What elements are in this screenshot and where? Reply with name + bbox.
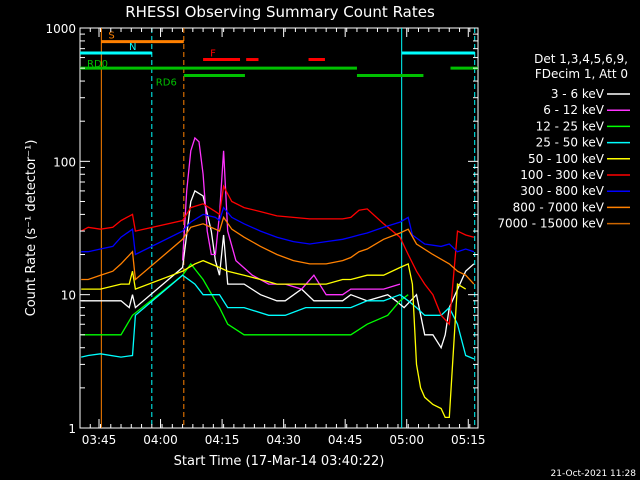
- legend-header-line-2: FDecim 1, Att 0: [535, 67, 628, 81]
- x-tick-label-04-00: 04:00: [143, 433, 178, 447]
- flag-label-n: N: [129, 42, 136, 53]
- series-line-800-7000-kev: [81, 215, 475, 285]
- axis-ticks: 1 10 100 1000 03:45 04:00 04:15 04:30 04:45 05:00…: [45, 22, 485, 447]
- series-line-12-25-kev: [81, 262, 409, 336]
- series-line-6-12-kev: [181, 136, 401, 296]
- vertical-markers: [100, 28, 476, 428]
- plot-area-frame: [79, 27, 479, 429]
- flag-label-f: F: [210, 49, 216, 60]
- flag-label-rd6: RD6: [156, 78, 177, 89]
- legend-label-100-300-kev: 100 - 300 keV: [520, 168, 604, 182]
- legend-label-6-12-kev: 6 - 12 keV: [543, 103, 605, 117]
- x-tick-label-05-15: 05:15: [451, 433, 486, 447]
- series-line-3-6-kev: [81, 189, 475, 350]
- generation-timestamp: 21-Oct-2021 11:28: [551, 469, 637, 479]
- y-axis-label: Count Rate (s⁻¹ detector⁻¹): [24, 140, 39, 317]
- series-line-100-300-kev: [80, 184, 475, 326]
- legend-label-3-6-kev: 3 - 6 keV: [551, 87, 605, 101]
- flag-label-s: S: [108, 31, 114, 42]
- flag-label-rd0: RD0: [87, 59, 108, 70]
- flag-bars: S N F RD0 RD6: [80, 31, 478, 89]
- x-tick-label-04-30: 04:30: [266, 433, 301, 447]
- y-tick-label-10: 10: [61, 289, 76, 303]
- legend-label-7000-15000-kev: 7000 - 15000 keV: [497, 217, 604, 231]
- series-line-300-800-kev: [81, 206, 475, 256]
- legend-header-line-1: Det 1,3,4,5,6,9,: [534, 52, 628, 66]
- y-tick-label-1000: 1000: [45, 22, 76, 36]
- series-line-50-100-kev: [81, 259, 467, 419]
- x-tick-label-04-15: 04:15: [205, 433, 240, 447]
- y-tick-label-100: 100: [53, 155, 76, 169]
- x-axis-label: Start Time (17-Mar-14 03:40:22): [174, 454, 385, 469]
- legend-label-300-800-kev: 300 - 800 keV: [520, 184, 604, 198]
- legend-label-25-50-kev: 25 - 50 keV: [536, 136, 605, 150]
- x-tick-label-04-45: 04:45: [328, 433, 363, 447]
- chart-title: RHESSI Observing Summary Count Rates: [125, 3, 435, 21]
- legend-label-800-7000-kev: 800 - 7000 keV: [513, 200, 605, 214]
- legend-label-12-25-kev: 12 - 25 keV: [536, 119, 605, 133]
- series-lines: [80, 136, 475, 419]
- y-tick-label-1: 1: [68, 422, 76, 436]
- legend-label-50-100-kev: 50 - 100 keV: [528, 152, 605, 166]
- x-tick-label-05-00: 05:00: [389, 433, 424, 447]
- legend: Det 1,3,4,5,6,9, FDecim 1, Att 0 3 - 6 k…: [497, 52, 630, 231]
- x-tick-label-03-45: 03:45: [82, 433, 117, 447]
